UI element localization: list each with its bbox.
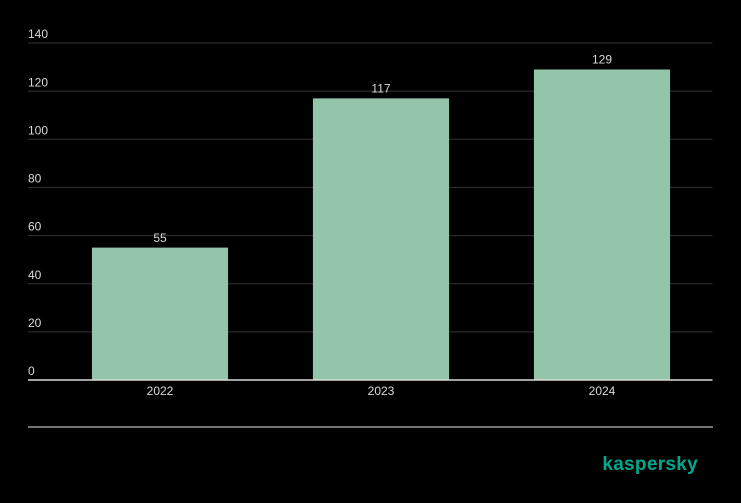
x-tick-label: 2023 [368,384,395,398]
brand-logo: kaspersky [602,454,698,475]
y-tick-label: 20 [28,316,42,330]
y-tick-label: 140 [28,27,48,41]
data-label: 129 [592,53,612,67]
data-label: 55 [153,231,167,245]
bar [312,98,450,380]
bar [91,247,229,380]
y-tick-label: 40 [28,268,42,282]
x-tick-label: 2024 [589,384,616,398]
bar [533,69,671,380]
y-tick-label: 120 [28,75,48,89]
data-label: 117 [371,82,390,96]
y-tick-label: 0 [28,364,35,378]
x-tick-label: 2022 [147,384,174,398]
y-tick-label: 100 [28,123,48,137]
y-tick-label: 80 [28,172,42,186]
y-tick-label: 60 [28,220,42,234]
